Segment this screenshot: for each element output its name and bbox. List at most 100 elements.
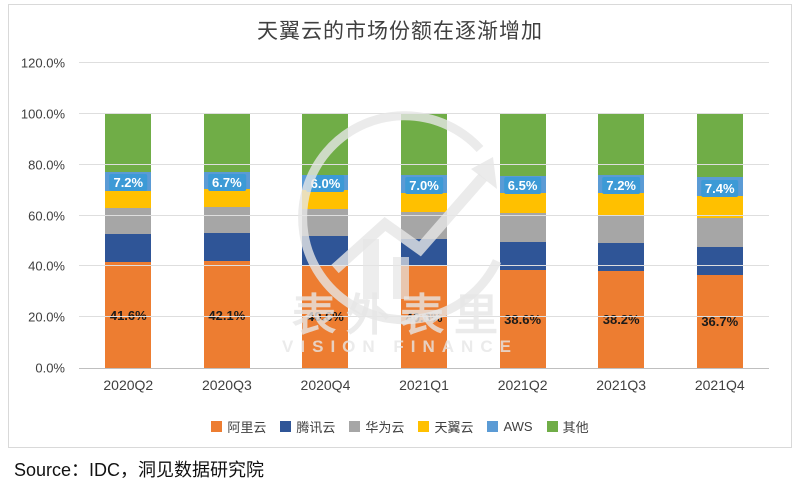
bar-segment (105, 208, 152, 234)
legend-label: 华为云 (365, 420, 405, 435)
legend-label: 腾讯云 (296, 420, 336, 435)
y-tick-label: 100.0% (20, 106, 65, 122)
bar-slot: 38.2% 7.2% (572, 63, 671, 368)
x-tick-label: 2020Q4 (300, 377, 351, 393)
bar-segment (598, 270, 645, 368)
chart-title: 天翼云的市场份额在逐渐增加 (257, 20, 543, 43)
bar-segment (105, 113, 152, 173)
data-label-highlight: 7.2% (602, 176, 640, 194)
data-label-highlight: 7.0% (405, 176, 443, 194)
bar-segment (696, 274, 743, 368)
legend-label: 天翼云 (434, 420, 474, 435)
y-tick-label: 0.0% (35, 360, 65, 376)
data-label-highlight: 6.7% (208, 173, 246, 191)
x-axis-labels: 2020Q2 2020Q3 2020Q4 2021Q1 2021Q2 2021Q3 2021… (79, 377, 769, 393)
y-tick-label: 80.0% (28, 157, 65, 173)
bar-segment (696, 113, 743, 178)
legend-item: 阿里云 (211, 417, 266, 436)
bar-segment (203, 189, 250, 208)
bar-segment (105, 190, 152, 209)
legend-item: 华为云 (349, 417, 404, 436)
x-tick-label: 2021Q1 (399, 377, 449, 393)
legend-label: AWS (503, 419, 533, 434)
bar-slot: 36.7% 7.4% (670, 63, 769, 368)
y-tick-label: 20.0% (28, 309, 65, 325)
legend-label: 阿里云 (227, 420, 267, 435)
bar-segment (105, 233, 152, 263)
bar-segment (598, 113, 645, 175)
x-tick-label: 2020Q3 (201, 377, 252, 393)
data-label-alibaba: 41.6% (109, 308, 147, 324)
x-tick-label: 2021Q4 (694, 377, 745, 393)
x-tick-label: 2020Q2 (103, 377, 154, 393)
legend-swatch (349, 421, 361, 432)
bar-segment (598, 243, 645, 271)
bar-segment (499, 192, 546, 213)
y-axis: 0.0% 20.0% 40.0% 60.0% 80.0% 100.0% 120.0% (9, 56, 71, 376)
legend-swatch (487, 421, 499, 432)
y-tick-label: 40.0% (28, 258, 65, 274)
bar-slot: 40.0% 7.0% (375, 63, 474, 368)
bar-segment (598, 214, 645, 244)
stacked-bar (401, 113, 448, 368)
data-label-highlight: 6.0% (306, 175, 345, 193)
data-label-highlight: 7.4% (700, 179, 739, 197)
stacked-bar (696, 113, 743, 368)
bar-segment (696, 247, 743, 275)
gridline (79, 316, 769, 318)
bar-segment (105, 262, 152, 368)
stacked-bar (105, 113, 152, 368)
bar-slot: 42.1% 6.7% (178, 63, 277, 368)
bar-segment (302, 209, 349, 236)
data-label-highlight: 7.2% (109, 174, 148, 192)
bar-segment (401, 192, 448, 212)
bar-segment (696, 196, 743, 218)
bar-segment (401, 113, 448, 175)
legend-swatch (418, 421, 430, 432)
gridline (79, 112, 769, 114)
legend-item: 其他 (546, 417, 589, 436)
gridline (79, 265, 769, 267)
legend: 阿里云 腾讯云 华为云 天翼云 AWS 其他 (9, 417, 791, 436)
legend-swatch (211, 421, 223, 432)
bar-segment (302, 113, 349, 175)
stacked-bar (302, 113, 349, 368)
bar-slot: 41.6% 7.2% (79, 63, 178, 368)
data-label-highlight: 6.5% (503, 177, 542, 195)
data-label-alibaba: 40.0% (405, 310, 443, 326)
bars-container: 41.6% 7.2% 42.1% 6.7% 40.6% 6.0% 40.0% 7.0% 38.6… (79, 63, 769, 368)
source-line: Source：IDC，洞见数据研究院 (14, 460, 265, 480)
gridline (79, 214, 769, 216)
bar-segment (401, 238, 448, 267)
stacked-bar (598, 113, 645, 368)
y-tick-label: 120.0% (20, 55, 65, 71)
gridline (79, 62, 769, 63)
stacked-bar (499, 113, 546, 368)
data-label-alibaba: 36.7% (701, 314, 739, 330)
bar-segment (203, 260, 250, 368)
bar-segment (302, 190, 349, 210)
bar-segment (401, 211, 448, 239)
y-tick-label: 60.0% (28, 208, 65, 223)
bar-segment (203, 233, 250, 261)
bar-slot: 40.6% 6.0% (276, 63, 375, 368)
legend-swatch (280, 421, 292, 432)
bar-segment (598, 193, 645, 215)
stacked-bar (203, 113, 250, 368)
bar-segment (499, 113, 546, 177)
data-label-alibaba: 38.2% (602, 312, 640, 328)
bar-segment (203, 207, 250, 234)
plot-area: 41.6% 7.2% 42.1% 6.7% 40.6% 6.0% 40.0% 7.0% 38.6… (79, 62, 769, 369)
bar-segment (499, 269, 546, 368)
legend-swatch (546, 421, 558, 432)
x-tick-label: 2021Q2 (497, 377, 548, 393)
gridline (79, 163, 769, 165)
legend-item: 天翼云 (418, 417, 473, 436)
legend-item: 腾讯云 (280, 417, 335, 436)
bar-segment (203, 113, 250, 173)
x-tick-label: 2021Q3 (596, 377, 647, 393)
bar-segment (499, 212, 546, 242)
bar-slot: 38.6% 6.5% (473, 63, 572, 368)
bar-segment (696, 217, 743, 248)
